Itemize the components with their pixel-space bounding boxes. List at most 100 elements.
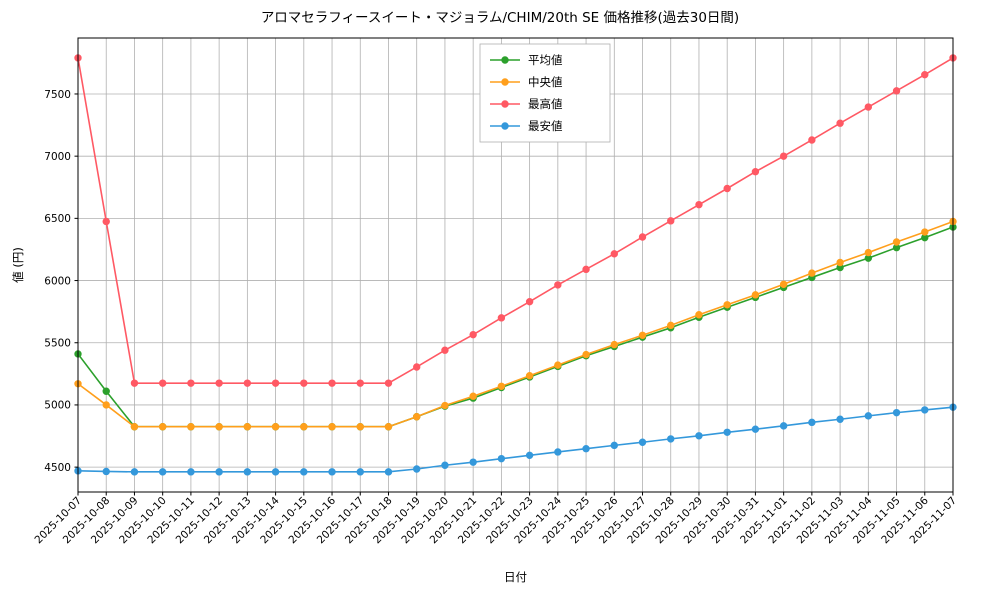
data-point [638,331,647,339]
data-point [921,228,929,236]
y-tick-label: 6500 [44,213,71,225]
y-tick-label: 7500 [44,89,71,101]
y-tick-label: 4500 [44,462,71,474]
data-point [751,291,760,299]
chart-title: アロマセラフィースイート・マジョラム/CHIM/20th SE 価格推移(過去3… [261,10,739,26]
data-point [300,423,308,431]
data-point [413,465,421,473]
data-point [469,330,477,339]
data-point [864,248,873,257]
data-point [300,468,308,476]
data-point [469,392,477,400]
data-point [300,379,308,387]
legend-marker [501,122,509,130]
data-point [695,311,703,319]
data-point [554,361,562,369]
legend-marker [501,78,509,86]
data-point [102,217,110,226]
data-point [441,401,449,410]
data-point [525,451,534,460]
y-tick-label: 7000 [44,151,71,163]
axes [77,37,954,493]
data-point [723,301,731,309]
data-point [384,379,393,387]
y-tick-label: 5000 [44,400,71,412]
data-point [610,340,618,349]
data-point [836,258,844,267]
data-point [187,468,195,476]
data-point [808,136,816,144]
series-line [77,220,954,428]
legend-label: 中央値 [528,75,563,89]
data-point [187,423,195,431]
data-point [102,387,110,395]
data-point [864,103,873,111]
data-point [723,428,731,436]
y-axis: 4500 5000 5500 6000 6500 7000 7500 [44,89,78,474]
data-point [808,269,816,277]
data-point [921,70,929,79]
data-point [469,458,477,466]
y-tick-label: 5500 [44,338,71,350]
data-point [384,468,393,476]
data-point [130,423,139,431]
data-point [525,372,534,380]
data-point [243,423,252,431]
data-point [215,379,223,387]
data-point [638,438,647,446]
data-point [215,468,223,476]
data-point [723,184,731,193]
data-point [413,363,421,371]
legend-label: 最高値 [528,97,563,111]
data-point [271,379,280,387]
data-point [497,454,506,463]
data-point [667,217,675,225]
data-point [158,468,167,476]
data-point [158,423,167,431]
data-point [751,168,760,176]
data-point [582,350,590,359]
data-point [328,468,336,476]
data-point [356,423,364,431]
legend-marker [501,56,509,64]
data-point [356,468,364,476]
y-axis-label: 値 (円) [11,247,25,283]
series-3 [74,54,957,387]
data-point [215,423,223,431]
data-point [130,468,139,476]
data-point [582,445,590,453]
data-point [808,418,816,427]
data-point [102,467,110,476]
series-1 [74,223,957,431]
data-point [892,408,901,417]
data-point [525,297,534,306]
data-point [328,423,336,431]
data-point [892,87,901,95]
data-point [638,233,647,241]
data-point [130,379,139,387]
data-point [554,281,562,289]
legend-marker [501,100,509,108]
legend-label: 最安値 [528,119,563,133]
data-point [582,265,590,274]
data-point [554,448,562,456]
legend-label: 平均値 [528,53,563,67]
data-point [921,406,929,414]
data-point [836,415,844,423]
data-point [892,238,901,246]
data-point [243,379,252,387]
data-point [158,379,167,387]
data-point [497,314,506,322]
data-point [271,468,280,476]
data-point [441,346,449,354]
data-point [187,379,195,387]
data-point [667,321,675,330]
series-2 [74,217,957,431]
data-point [695,200,703,209]
data-point [695,432,703,440]
data-point [243,468,252,476]
data-point [751,425,760,433]
data-point [441,461,449,469]
